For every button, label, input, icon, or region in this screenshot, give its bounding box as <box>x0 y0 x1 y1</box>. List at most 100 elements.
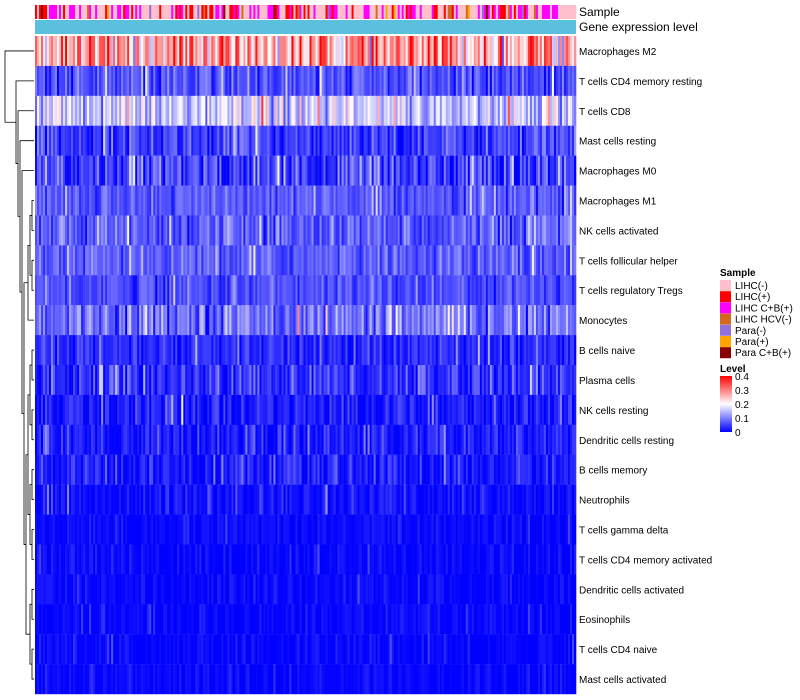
sample-annotation-cell <box>555 5 559 19</box>
heatmap-cell <box>457 95 461 126</box>
heatmap-cell <box>233 514 236 545</box>
sample-annotation-cell <box>75 5 78 19</box>
heatmap-cell <box>499 245 503 276</box>
heatmap-cell <box>365 335 368 366</box>
heatmap-cell <box>571 215 575 246</box>
heatmap-cell <box>481 185 485 216</box>
heatmap-cell <box>335 305 338 336</box>
heatmap-cell <box>375 95 378 126</box>
heatmap-cell <box>349 185 352 216</box>
heatmap-cell <box>479 36 483 67</box>
heatmap-cell <box>293 275 296 306</box>
heatmap-cell <box>369 305 372 336</box>
heatmap-cell <box>301 65 304 97</box>
heatmap-cell <box>161 365 164 396</box>
sample-annotation-cell <box>313 5 316 19</box>
heatmap-cell <box>507 185 511 216</box>
heatmap-cell <box>535 424 539 455</box>
heatmap-cell <box>429 36 433 67</box>
heatmap-cell <box>427 155 431 186</box>
heatmap-cell <box>195 514 198 545</box>
heatmap-cell <box>375 125 378 156</box>
heatmap-cell <box>323 484 326 515</box>
heatmap-cell <box>307 95 310 126</box>
heatmap-cell <box>271 275 274 306</box>
heatmap-cell <box>441 424 445 455</box>
heatmap-cell <box>227 36 230 67</box>
heatmap-cell <box>239 365 242 396</box>
heatmap-cell <box>207 275 210 306</box>
heatmap-cell <box>365 125 368 156</box>
heatmap-cell <box>111 454 114 485</box>
heatmap-cell <box>485 394 489 426</box>
heatmap-cell <box>351 245 354 276</box>
heatmap-cell <box>343 125 346 156</box>
heatmap-cell <box>65 275 68 306</box>
heatmap-cell <box>481 215 485 246</box>
heatmap-cell <box>163 245 166 276</box>
heatmap-cell <box>273 185 276 216</box>
heatmap-cell <box>287 514 290 545</box>
heatmap-cell <box>369 454 372 485</box>
heatmap-cell <box>365 424 368 455</box>
heatmap-cell <box>103 36 106 67</box>
heatmap-cell <box>263 36 266 67</box>
heatmap-cell <box>323 245 326 276</box>
heatmap-cell <box>307 514 310 545</box>
heatmap-cell <box>83 65 86 97</box>
heatmap-cell <box>385 305 388 336</box>
heatmap-cell <box>487 155 491 186</box>
heatmap-cell <box>115 305 118 336</box>
heatmap-cell <box>571 424 575 455</box>
heatmap-cell <box>501 454 505 485</box>
heatmap-cell <box>499 36 503 67</box>
heatmap-cell <box>419 484 423 515</box>
heatmap-cell <box>81 275 84 306</box>
sample-annotation-cell <box>413 5 416 19</box>
heatmap-cell <box>91 424 94 455</box>
heatmap-cell <box>505 125 509 156</box>
heatmap-cell <box>313 365 316 396</box>
sample-annotation-cell <box>69 5 72 19</box>
heatmap-cell <box>507 484 511 515</box>
heatmap-cell <box>37 424 40 455</box>
sample-annotation-cell <box>85 5 88 19</box>
heatmap-cell <box>563 454 567 485</box>
heatmap-cell <box>179 484 182 515</box>
heatmap-cell <box>465 36 469 67</box>
heatmap-cell <box>533 365 537 396</box>
heatmap-cell <box>179 305 182 336</box>
heatmap-cell <box>219 185 222 216</box>
heatmap-cell <box>199 544 202 575</box>
heatmap-cell <box>71 335 74 366</box>
heatmap-cell <box>119 365 122 396</box>
heatmap-cell <box>305 36 308 67</box>
heatmap-cell <box>125 424 128 455</box>
heatmap-cell <box>161 36 164 67</box>
heatmap-cell <box>197 215 200 246</box>
heatmap-cell <box>451 365 455 396</box>
heatmap-cell <box>207 365 210 396</box>
heatmap-cell <box>383 275 386 306</box>
heatmap-cell <box>69 275 72 306</box>
heatmap-cell <box>61 514 64 545</box>
heatmap-cell <box>89 275 92 306</box>
heatmap-cell <box>533 36 537 67</box>
dendrogram-branch <box>15 80 34 164</box>
heatmap-cell <box>357 36 360 67</box>
heatmap-cell <box>307 65 310 97</box>
heatmap-cell <box>329 275 332 306</box>
heatmap-cell <box>335 514 338 545</box>
heatmap-cell <box>253 365 256 396</box>
heatmap-cell <box>501 215 505 246</box>
heatmap-cell <box>189 125 192 156</box>
dendrogram-branch <box>31 529 34 560</box>
heatmap-cell <box>453 275 457 306</box>
heatmap-cell <box>457 245 461 276</box>
heatmap-cell <box>255 305 258 336</box>
heatmap-cell <box>307 275 310 306</box>
heatmap-cell <box>305 335 308 366</box>
heatmap-cell <box>423 305 427 336</box>
heatmap-cell <box>109 125 112 156</box>
heatmap-cell <box>209 394 212 426</box>
